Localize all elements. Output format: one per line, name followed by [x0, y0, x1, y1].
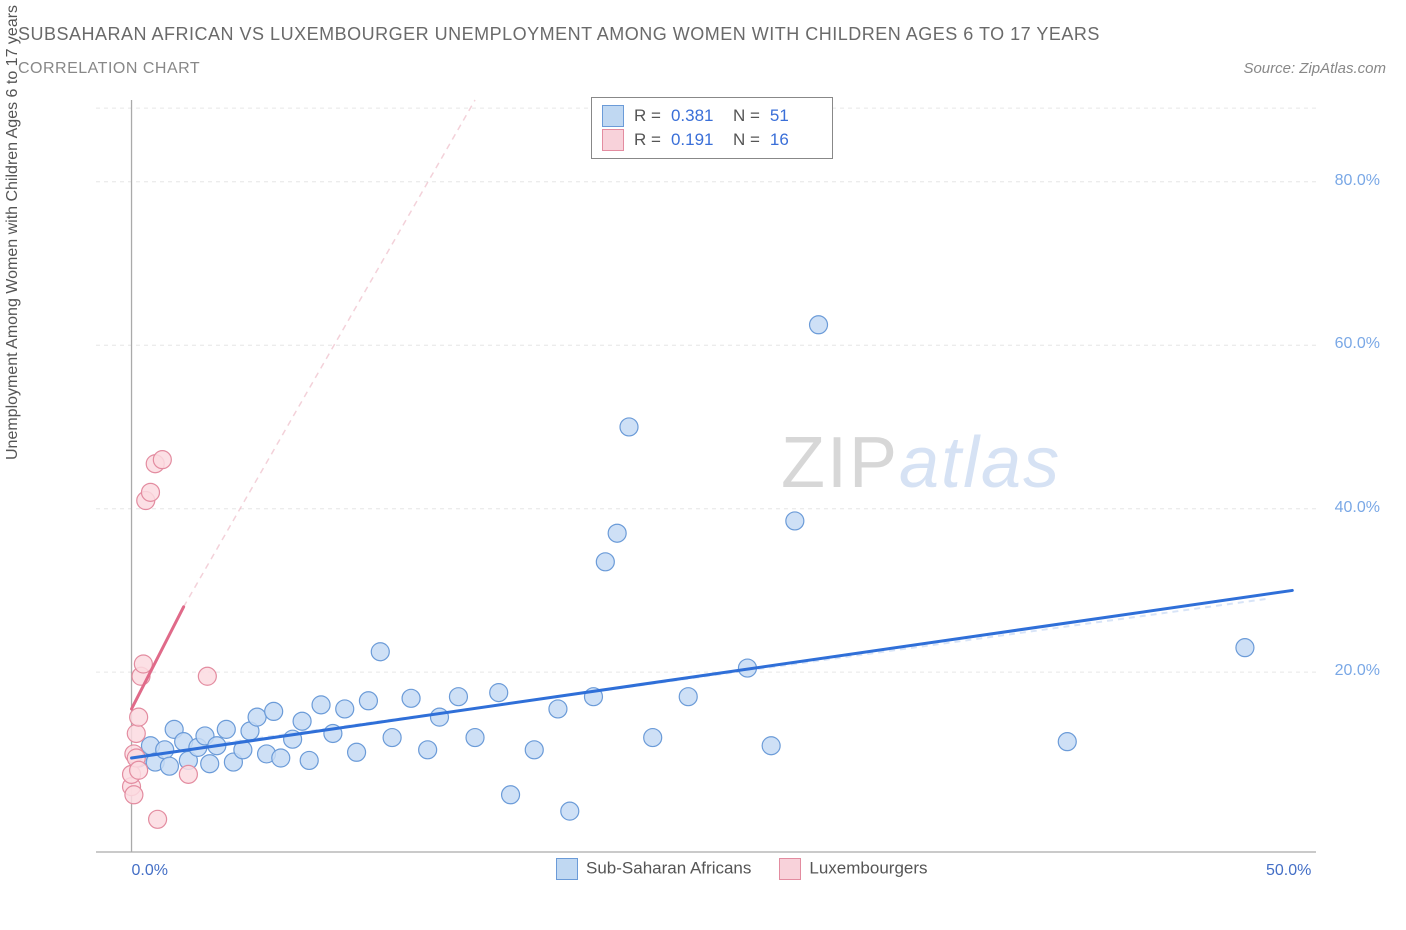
scatter-point [336, 700, 354, 718]
stat-r-value: 0.191 [671, 130, 723, 150]
scatter-point [419, 741, 437, 759]
scatter-point [141, 483, 159, 501]
trend-line [132, 590, 1293, 758]
scatter-point [430, 708, 448, 726]
series-legend-label: Sub-Saharan Africans [586, 858, 751, 877]
scatter-point [130, 761, 148, 779]
scatter-point [130, 708, 148, 726]
legend-swatch [779, 858, 801, 880]
scatter-point [679, 688, 697, 706]
scatter-point [217, 720, 235, 738]
scatter-point [810, 316, 828, 334]
chart-container: SUBSAHARAN AFRICAN VS LUXEMBOURGER UNEMP… [0, 0, 1406, 930]
scatter-point [198, 667, 216, 685]
stat-n-label: N = [733, 130, 760, 150]
stats-legend-row: R = 0.191 N = 16 [602, 128, 822, 152]
scatter-point [402, 689, 420, 707]
scatter-point [179, 765, 197, 783]
scatter-point [153, 451, 171, 469]
chart-subtitle: CORRELATION CHART [18, 60, 200, 78]
scatter-point [371, 643, 389, 661]
scatter-point [490, 684, 508, 702]
stat-r-value: 0.381 [671, 106, 723, 126]
stat-r-label: R = [634, 130, 661, 150]
scatter-point [644, 729, 662, 747]
stats-legend-row: R = 0.381 N = 51 [602, 104, 822, 128]
series-legend-item: Luxembourgers [779, 858, 927, 880]
stat-n-value: 51 [770, 106, 822, 126]
scatter-point [293, 712, 311, 730]
stat-n-value: 16 [770, 130, 822, 150]
scatter-point [125, 786, 143, 804]
stats-legend: R = 0.381 N = 51 R = 0.191 N = 16 [591, 97, 833, 159]
scatter-point [248, 708, 266, 726]
stat-n-label: N = [733, 106, 760, 126]
y-tick-label: 40.0% [1335, 499, 1380, 517]
scatter-point [549, 700, 567, 718]
legend-swatch [556, 858, 578, 880]
scatter-point [502, 786, 520, 804]
y-tick-label: 80.0% [1335, 172, 1380, 190]
series-legend-item: Sub-Saharan Africans [556, 858, 751, 880]
x-tick-label: 0.0% [132, 862, 168, 880]
scatter-point [596, 553, 614, 571]
series-legend: Sub-Saharan Africans Luxembourgers [556, 858, 928, 880]
scatter-point [312, 696, 330, 714]
scatter-point [762, 737, 780, 755]
scatter-point [127, 724, 145, 742]
legend-swatch [602, 105, 624, 127]
chart-svg [86, 92, 1386, 892]
scatter-point [300, 751, 318, 769]
scatter-point [1058, 733, 1076, 751]
y-axis-label: Unemployment Among Women with Children A… [4, 5, 22, 460]
scatter-point [265, 702, 283, 720]
scatter-point [149, 810, 167, 828]
scatter-point [561, 802, 579, 820]
scatter-point [201, 755, 219, 773]
scatter-point [449, 688, 467, 706]
scatter-point [466, 729, 484, 747]
source-attribution: Source: ZipAtlas.com [1243, 60, 1386, 77]
scatter-point [786, 512, 804, 530]
scatter-point [160, 757, 178, 775]
x-tick-label: 50.0% [1266, 862, 1311, 880]
y-tick-label: 60.0% [1335, 335, 1380, 353]
legend-swatch [602, 129, 624, 151]
scatter-point [1236, 639, 1254, 657]
y-tick-label: 20.0% [1335, 662, 1380, 680]
series-legend-label: Luxembourgers [809, 858, 927, 877]
stat-r-label: R = [634, 106, 661, 126]
scatter-point [348, 743, 366, 761]
scatter-point [620, 418, 638, 436]
scatter-point [383, 729, 401, 747]
scatter-point [525, 741, 543, 759]
scatter-point [608, 524, 626, 542]
scatter-point [156, 741, 174, 759]
scatter-point [359, 692, 377, 710]
plot-area: ZIPatlas R =0.381N =51R =0.191N =16 Sub-… [46, 92, 1386, 892]
chart-title: SUBSAHARAN AFRICAN VS LUXEMBOURGER UNEMP… [18, 24, 1100, 45]
scatter-point [272, 749, 290, 767]
